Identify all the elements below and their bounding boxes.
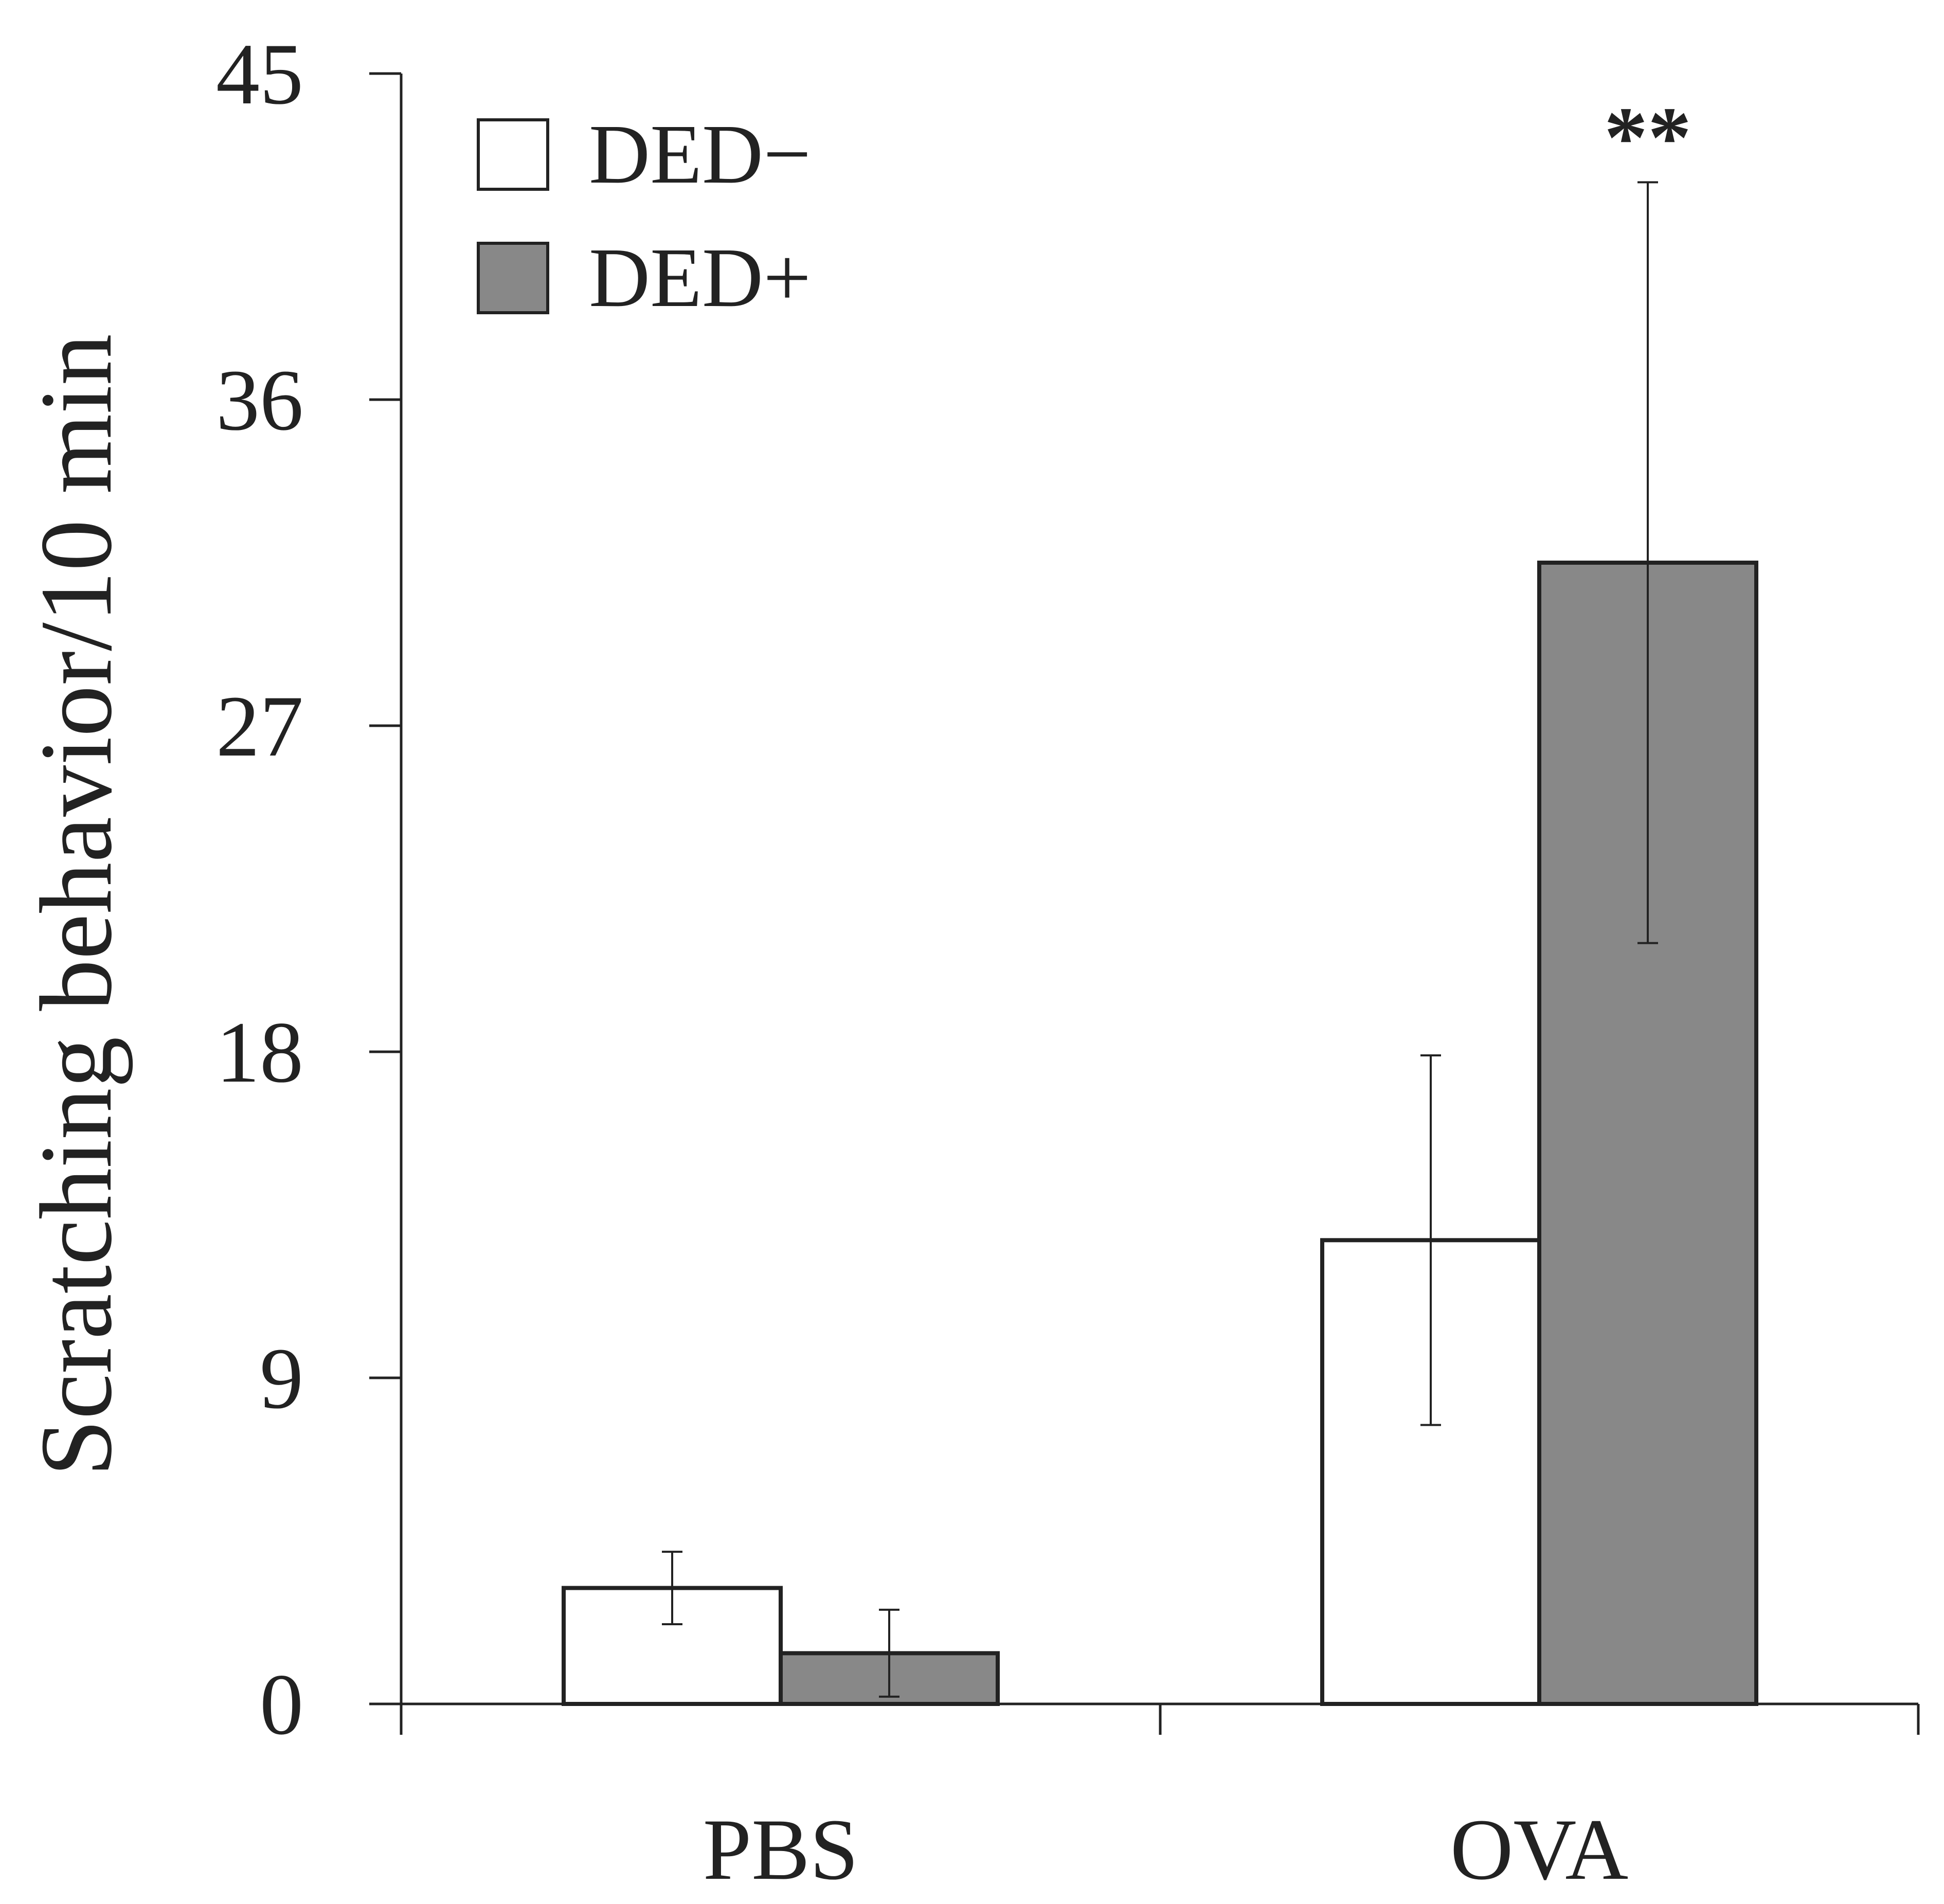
category-label: PBS — [703, 1801, 858, 1898]
y-tick-label: 45 — [216, 26, 303, 122]
y-tick-label: 27 — [216, 678, 303, 775]
chart-labels: 0 9 18 27 36 45 PBS OVA ** Scratching behavior/10… — [20, 26, 1691, 1898]
y-axis-title: Scratching behavior/10 min — [20, 334, 133, 1477]
chart-legend: DED− DED+ — [477, 107, 811, 325]
y-tick-label: 9 — [260, 1330, 303, 1427]
chart-error-bars — [662, 181, 1658, 1698]
significance-annotation: ** — [1604, 89, 1691, 186]
legend-swatch — [477, 242, 549, 314]
legend-label: DED− — [589, 107, 811, 201]
category-label: OVA — [1450, 1801, 1628, 1898]
y-tick-label: 0 — [260, 1656, 303, 1753]
legend-swatch — [477, 118, 549, 191]
chart-bars — [562, 561, 1758, 1707]
y-tick-label: 18 — [216, 1004, 303, 1101]
y-tick-label: 36 — [216, 352, 303, 448]
legend-label: DED+ — [589, 230, 811, 325]
